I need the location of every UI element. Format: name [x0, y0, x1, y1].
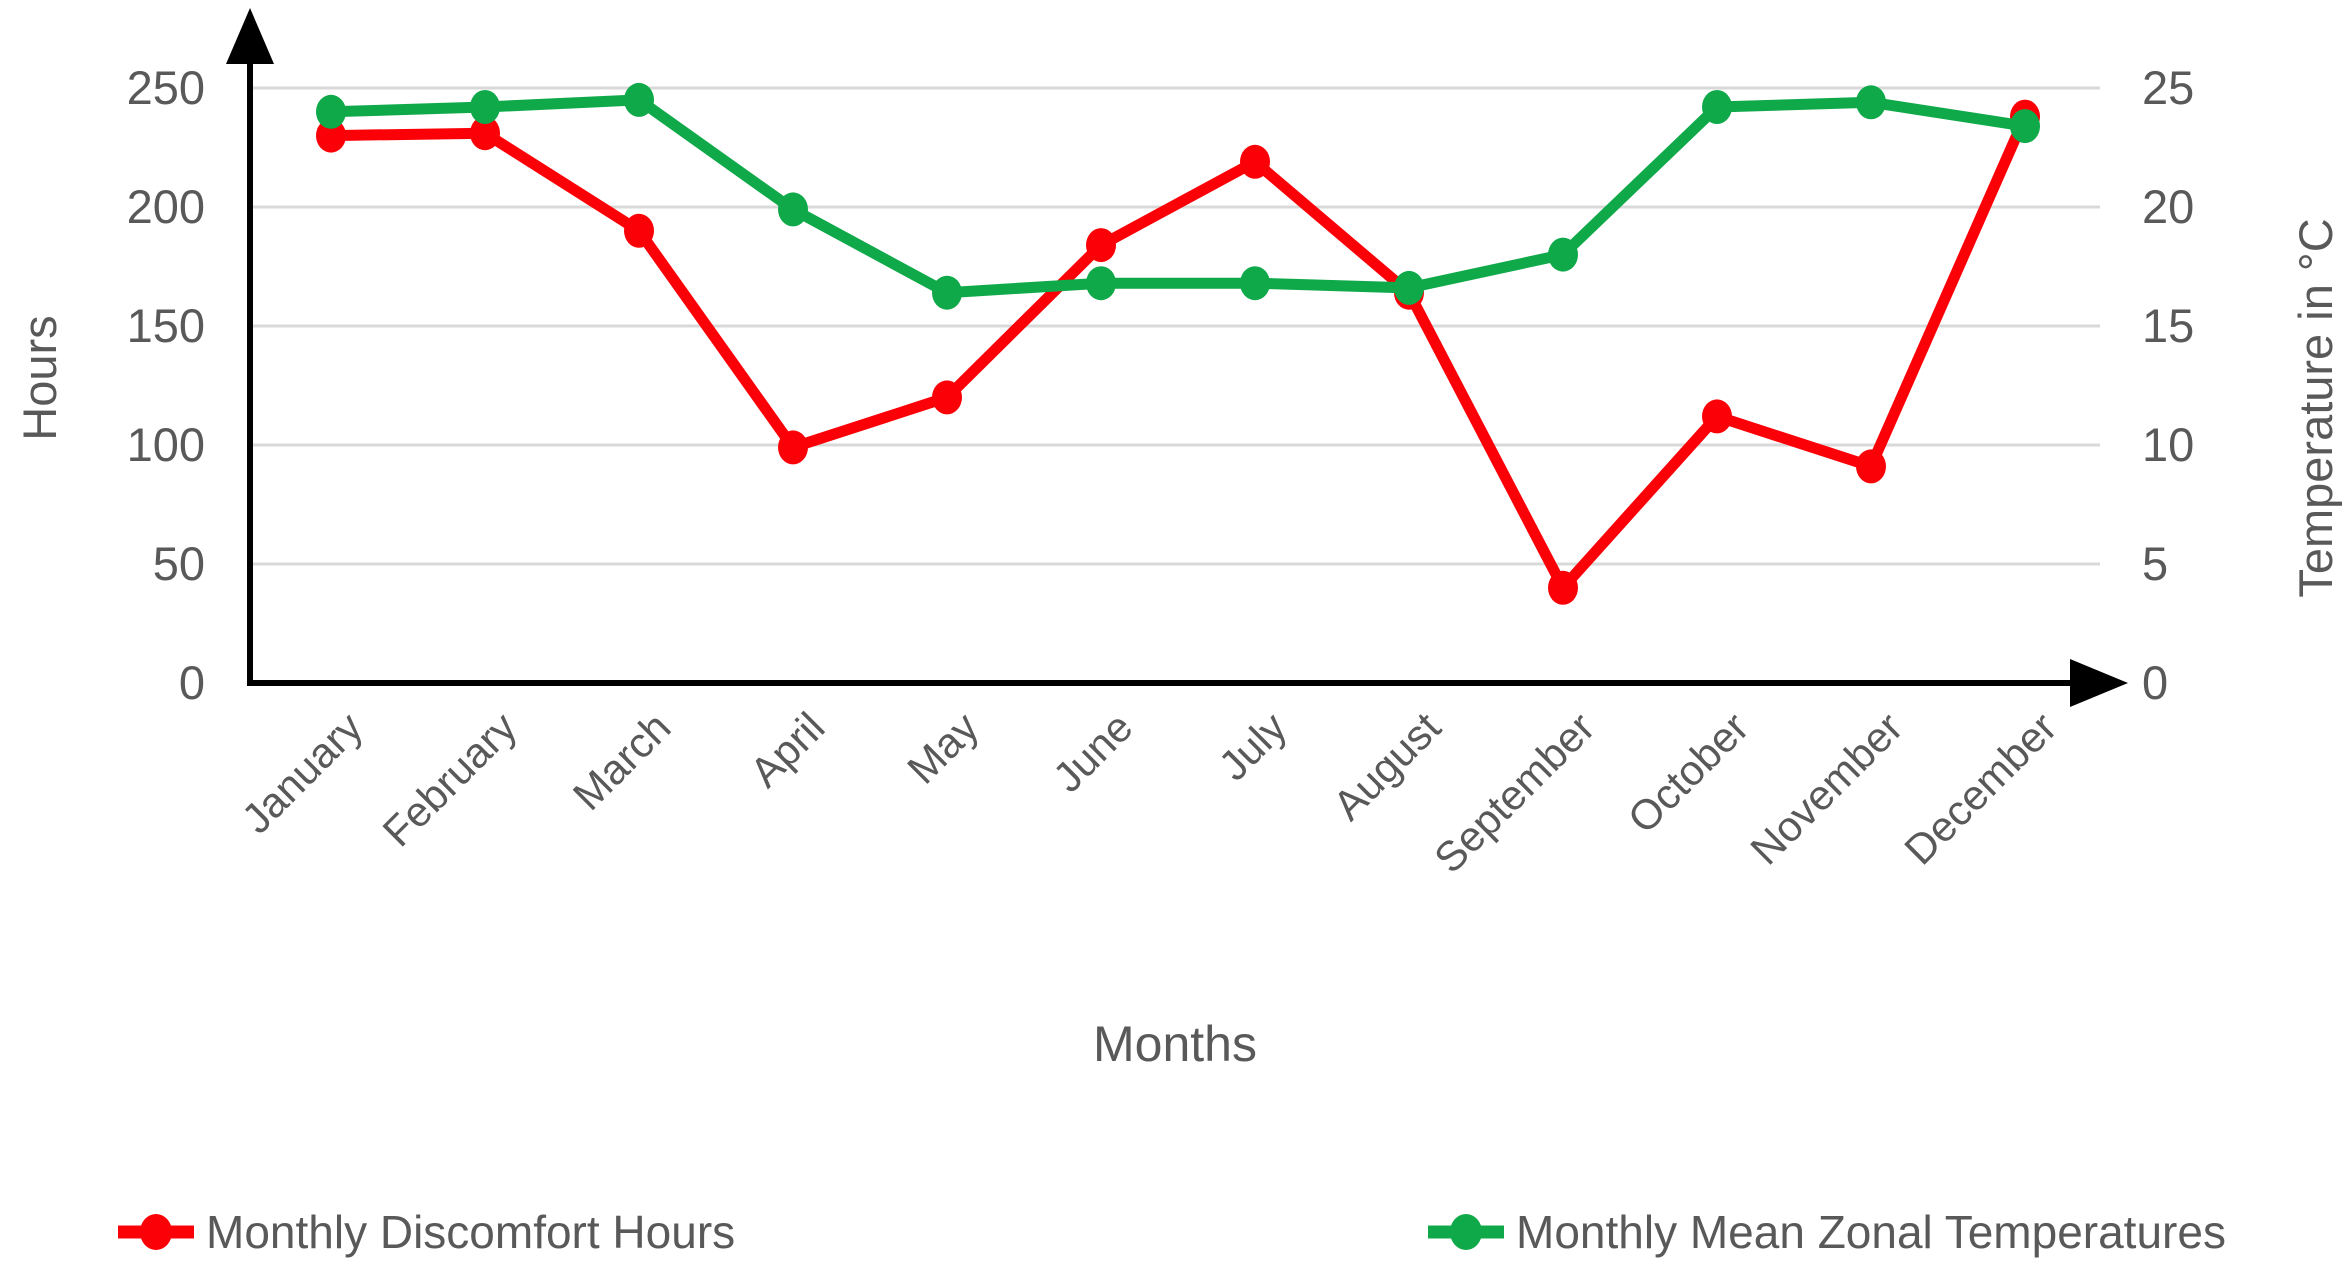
right-tick-label: 5	[2142, 537, 2169, 590]
series-line-discomfort-hours	[325, 111, 2031, 594]
legend-marker-icon	[1428, 1214, 1504, 1250]
data-point-mean-zonal-temperatures	[1240, 266, 1270, 301]
data-point-discomfort-hours	[1240, 144, 1270, 179]
left-tick-label: 250	[126, 61, 205, 114]
right-tick-label: 15	[2142, 299, 2195, 352]
data-point-mean-zonal-temperatures	[932, 275, 962, 310]
legend-marker-icon	[118, 1214, 194, 1250]
data-point-mean-zonal-temperatures	[1394, 270, 1424, 305]
right-tick-label: 0	[2142, 656, 2169, 709]
left-tick-label: 150	[126, 299, 205, 352]
data-point-discomfort-hours	[1702, 399, 1732, 434]
data-point-discomfort-hours	[1548, 570, 1578, 605]
data-point-discomfort-hours	[932, 380, 962, 415]
data-point-mean-zonal-temperatures	[2010, 109, 2040, 144]
data-point-mean-zonal-temperatures	[316, 94, 346, 129]
x-axis-title: Months	[1093, 1016, 1257, 1072]
data-point-mean-zonal-temperatures	[778, 192, 808, 227]
right-tick-label: 20	[2142, 180, 2195, 233]
legend-item: Monthly Mean Zonal Temperatures	[1428, 1200, 2226, 1264]
data-point-mean-zonal-temperatures	[1086, 266, 1116, 301]
left-tick-label: 100	[126, 418, 205, 471]
right-tick-label: 25	[2142, 61, 2195, 114]
series-line-mean-zonal-temperatures	[325, 94, 2031, 299]
data-point-discomfort-hours	[1086, 228, 1116, 263]
y-axis-arrow-icon	[226, 8, 274, 64]
data-point-discomfort-hours	[316, 118, 346, 153]
data-point-discomfort-hours	[470, 116, 500, 151]
data-point-discomfort-hours	[778, 430, 808, 465]
data-point-discomfort-hours	[624, 213, 654, 248]
data-point-mean-zonal-temperatures	[624, 82, 654, 117]
right-tick-label: 10	[2142, 418, 2195, 471]
x-axis-arrow-icon	[2070, 659, 2128, 707]
left-tick-label: 200	[126, 180, 205, 233]
left-tick-label: 0	[178, 656, 205, 709]
legend-item: Monthly Discomfort Hours	[118, 1200, 735, 1264]
right-axis-title: Temperature in °C	[2289, 218, 2342, 598]
data-point-mean-zonal-temperatures	[1702, 90, 1732, 124]
data-point-discomfort-hours	[1856, 449, 1886, 484]
data-point-mean-zonal-temperatures	[1856, 85, 1886, 120]
left-tick-label: 50	[152, 537, 205, 590]
left-axis-title: Hours	[13, 315, 66, 441]
legend-label: Monthly Mean Zonal Temperatures	[1516, 1206, 2226, 1258]
data-point-mean-zonal-temperatures	[470, 90, 500, 124]
legend-label: Monthly Discomfort Hours	[206, 1206, 736, 1258]
data-point-mean-zonal-temperatures	[1548, 237, 1578, 272]
